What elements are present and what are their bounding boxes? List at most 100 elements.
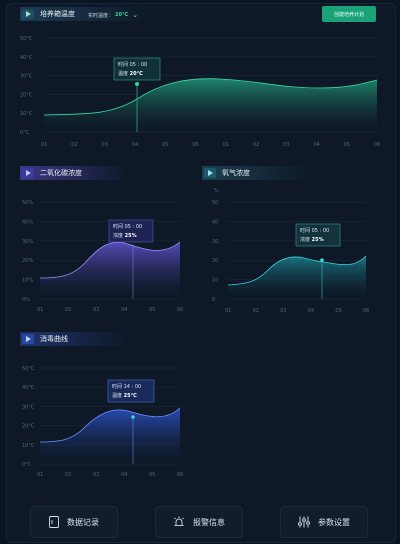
y-tick-label: 50°C bbox=[20, 36, 33, 42]
alarm-info-button[interactable]: 报警信息 bbox=[155, 506, 243, 538]
y-tick-label: 0 bbox=[212, 297, 215, 303]
x-tick-label: 02 bbox=[253, 142, 259, 148]
x-tick-label: 04 bbox=[313, 142, 319, 148]
play-icon bbox=[22, 334, 34, 344]
temp-area bbox=[44, 78, 377, 132]
svg-text:浓度 25%: 浓度 25% bbox=[300, 236, 324, 243]
param-settings-button[interactable]: 参数设置 bbox=[280, 506, 368, 538]
disinfect-tooltip: 时间 14 : 00 温度 25°C bbox=[107, 379, 155, 403]
x-tick-label: 02 bbox=[71, 142, 77, 148]
svg-text:时间 05 : 00: 时间 05 : 00 bbox=[300, 227, 329, 234]
y-tick-label: 0°C bbox=[20, 130, 30, 136]
x-tick-label: 06 bbox=[363, 308, 369, 314]
svg-text:时间 05 : 00: 时间 05 : 00 bbox=[113, 223, 142, 230]
y-tick-label: 50°C bbox=[22, 366, 35, 372]
y-tick-label: 40 bbox=[212, 219, 218, 225]
x-tick-label: 05 bbox=[149, 472, 155, 478]
y-tick-label: 0°C bbox=[22, 462, 32, 468]
y-tick-label: 10 bbox=[212, 278, 218, 284]
y-tick-label: 30°C bbox=[20, 74, 33, 80]
o2-line bbox=[227, 255, 367, 286]
y-tick-label: 10% bbox=[22, 278, 33, 284]
x-tick-label: 06 bbox=[177, 307, 183, 313]
x-tick-label: 05 bbox=[344, 142, 350, 148]
y-tick-label: 40% bbox=[22, 219, 33, 225]
x-tick-label: 03 bbox=[93, 307, 99, 313]
create-plan-button[interactable]: 创建培养计划 bbox=[322, 6, 376, 22]
temp-title: 培养箱温度 bbox=[40, 10, 75, 18]
x-tick-label: 05 bbox=[335, 308, 341, 314]
o2-chart: % 0 10 20 30 40 50 01 02 03 04 05 06 时间 05 : 00 浓度 … bbox=[212, 188, 369, 314]
y-tick-label: 40°C bbox=[20, 55, 33, 61]
y-tick-label: 20°C bbox=[20, 92, 33, 98]
x-tick-label: 01 bbox=[225, 308, 231, 314]
x-tick-label: 04 bbox=[308, 308, 314, 314]
y-tick-label: 20°C bbox=[22, 424, 35, 430]
x-tick-label: 04 bbox=[121, 472, 127, 478]
svg-text:时间 14 : 00: 时间 14 : 00 bbox=[112, 383, 141, 390]
co2-line bbox=[39, 241, 181, 279]
data-records-button[interactable]: 数据记录 bbox=[30, 506, 118, 538]
y-tick-label: 0% bbox=[22, 297, 30, 303]
x-tick-label: 04 bbox=[132, 142, 138, 148]
svg-text:浓度 25%: 浓度 25% bbox=[113, 232, 137, 239]
y-tick-label: 30°C bbox=[22, 404, 35, 410]
co2-tooltip: 时间 05 : 00 浓度 25% bbox=[108, 219, 154, 243]
x-tick-label: 02 bbox=[65, 307, 71, 313]
x-tick-label: 05 bbox=[162, 142, 168, 148]
temp-line bbox=[43, 78, 378, 116]
x-tick-label: 03 bbox=[102, 142, 108, 148]
temp-tooltip: 时间 05 : 00 温度 20°C bbox=[113, 57, 161, 81]
x-tick-label: 01 bbox=[41, 142, 47, 148]
o2-unit-label: % bbox=[214, 188, 219, 194]
play-icon bbox=[204, 168, 216, 178]
svg-text:时间 05 : 00: 时间 05 : 00 bbox=[118, 61, 147, 68]
temp-cursor-dot[interactable] bbox=[135, 82, 139, 86]
o2-area bbox=[228, 256, 366, 299]
data-records-label: 数据记录 bbox=[67, 517, 99, 527]
disinfect-cursor-dot[interactable] bbox=[131, 415, 135, 419]
temperature-chart: 0°C 10°C 20°C 30°C 40°C 50°C 01 02 03 04 05 06 01 02 0… bbox=[20, 36, 380, 148]
disinfect-area bbox=[40, 408, 180, 464]
disinfect-line bbox=[39, 407, 181, 443]
y-tick-label: 40°C bbox=[22, 385, 35, 391]
x-tick-label: 02 bbox=[253, 308, 259, 314]
y-tick-label: 20 bbox=[212, 258, 218, 264]
sliders-icon bbox=[298, 516, 310, 528]
x-tick-label: 06 bbox=[374, 142, 380, 148]
co2-title: 二氧化碳浓度 bbox=[40, 169, 82, 177]
x-tick-label: 06 bbox=[192, 142, 198, 148]
svg-text:温度 25°C: 温度 25°C bbox=[112, 392, 137, 399]
y-tick-label: 30% bbox=[22, 239, 33, 245]
alarm-bell-icon bbox=[174, 516, 184, 526]
alarm-info-label: 报警信息 bbox=[193, 517, 225, 527]
co2-title-bar bbox=[20, 166, 130, 180]
x-tick-label: 03 bbox=[280, 308, 286, 314]
o2-cursor-dot[interactable] bbox=[320, 258, 324, 262]
x-tick-label: 01 bbox=[223, 142, 229, 148]
disinfect-title-bar bbox=[20, 332, 130, 346]
y-tick-label: 10°C bbox=[22, 443, 35, 449]
x-tick-label: 04 bbox=[121, 307, 127, 313]
co2-area bbox=[40, 242, 180, 299]
disinfect-section-title: 消毒曲线 bbox=[22, 332, 68, 346]
y-tick-label: 50 bbox=[212, 200, 218, 206]
co2-chart: 0% 10% 20% 30% 40% 50% 01 02 03 04 05 06 时间 05 : 00… bbox=[22, 200, 183, 313]
x-tick-label: 02 bbox=[65, 472, 71, 478]
o2-section-title: 氧气浓度 bbox=[204, 166, 250, 180]
x-tick-label: 01 bbox=[37, 472, 43, 478]
realtime-temp-dropdown[interactable]: 实时温度： 20°C ⌄ bbox=[88, 11, 138, 19]
o2-tooltip: 时间 05 : 00 浓度 25% bbox=[295, 223, 341, 247]
temp-title-bar bbox=[20, 7, 150, 21]
svg-text:温度 20°C: 温度 20°C bbox=[118, 70, 143, 77]
realtime-label: 实时温度： bbox=[88, 12, 114, 19]
x-tick-label: 03 bbox=[283, 142, 289, 148]
chevron-down-icon: ⌄ bbox=[132, 11, 139, 19]
y-tick-label: 30 bbox=[212, 239, 218, 245]
y-tick-label: 20% bbox=[22, 258, 33, 264]
co2-section-title: 二氧化碳浓度 bbox=[22, 166, 82, 180]
param-settings-label: 参数设置 bbox=[318, 517, 350, 527]
o2-title: 氧气浓度 bbox=[222, 169, 250, 177]
y-tick-label: 50% bbox=[22, 200, 33, 206]
play-icon bbox=[22, 168, 34, 178]
